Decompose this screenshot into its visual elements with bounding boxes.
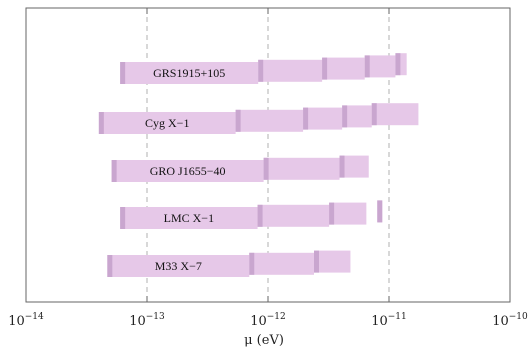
band-segment-edge xyxy=(263,157,269,180)
band-series xyxy=(98,103,419,134)
band-labels: GRS1915+105 Cyg X−1 GRO J1655−40 LMC X−1 M33… xyxy=(145,66,225,273)
mass-bands xyxy=(98,53,419,277)
band-segment xyxy=(322,57,365,80)
band-series xyxy=(107,250,351,277)
band-segment xyxy=(111,160,264,182)
band-segment-edge xyxy=(257,204,263,227)
band-segment xyxy=(342,105,372,128)
band-segment xyxy=(339,155,369,178)
band-segment-edge xyxy=(377,200,383,223)
x-axis-title: μ (eV) xyxy=(244,333,284,348)
x-tick-label: 10−14 xyxy=(8,312,44,329)
band-segment xyxy=(235,109,304,132)
band-segment xyxy=(395,53,407,76)
band-label: LMC X−1 xyxy=(164,211,214,225)
band-segment xyxy=(257,204,330,227)
band-segment-edge xyxy=(339,155,345,178)
band-label: Cyg X−1 xyxy=(145,116,189,130)
band-segment-edge xyxy=(303,107,309,130)
band-segment xyxy=(303,107,343,130)
band-segment xyxy=(249,252,315,275)
band-segment xyxy=(314,250,351,273)
band-segment-edge xyxy=(371,103,377,126)
band-segment xyxy=(364,55,396,78)
band-segment xyxy=(120,62,259,84)
band-segment-edge xyxy=(120,62,126,84)
band-segment xyxy=(263,157,340,180)
band-segment-edge xyxy=(364,55,370,78)
band-segment-edge xyxy=(258,59,264,82)
x-tick-label: 10−11 xyxy=(371,312,407,329)
band-series xyxy=(120,200,383,229)
band-segment-edge xyxy=(395,53,401,76)
band-series xyxy=(120,53,407,84)
band-series xyxy=(111,155,369,182)
band-segment-edge xyxy=(342,105,348,128)
band-segment-edge xyxy=(120,207,126,229)
band-segment-edge xyxy=(329,202,335,225)
band-segment-edge xyxy=(249,252,255,275)
band-segment xyxy=(371,103,419,126)
band-segment-edge xyxy=(322,57,328,80)
x-tick-label: 10−13 xyxy=(129,312,165,329)
band-segment-edge xyxy=(111,160,117,182)
x-tick-label: 10−10 xyxy=(492,312,528,329)
band-segment-edge xyxy=(235,109,241,132)
band-segment xyxy=(258,59,323,82)
band-segment xyxy=(329,202,367,225)
x-tick-label: 10−12 xyxy=(250,312,286,329)
band-segment xyxy=(120,207,258,229)
band-label: GRO J1655−40 xyxy=(150,164,226,178)
band-segment-edge xyxy=(314,250,320,273)
x-axis-ticks: 10−14 10−13 10−12 10−11 10−10 xyxy=(8,8,528,329)
band-label: M33 X−7 xyxy=(155,259,202,273)
band-segment xyxy=(98,112,236,134)
band-label: GRS1915+105 xyxy=(153,66,225,80)
band-segment xyxy=(107,255,250,277)
band-segment-edge xyxy=(107,255,113,277)
band-segment-edge xyxy=(98,112,104,134)
